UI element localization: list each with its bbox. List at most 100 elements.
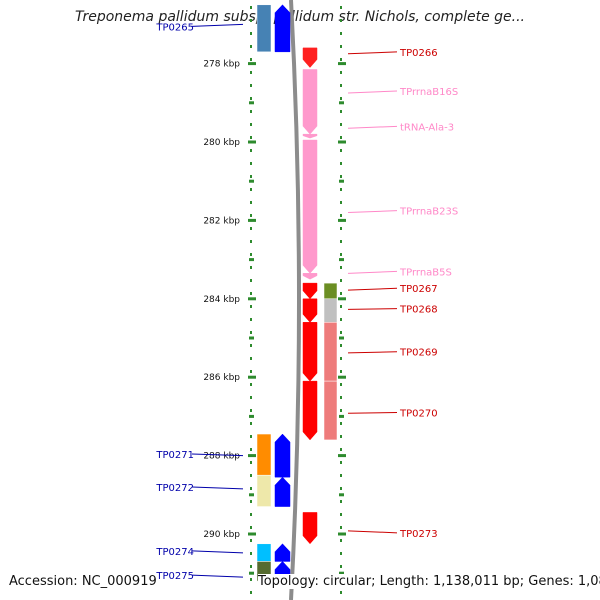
scale-tick-mark — [338, 454, 346, 458]
reverse-label-leader — [347, 90, 398, 94]
reverse-strand-guide-dot — [340, 448, 342, 451]
forward-cog-block — [256, 474, 272, 507]
forward-strand-guide-dot — [250, 539, 252, 542]
reverse-gene-label: TPrrnaB16S — [399, 87, 458, 98]
forward-strand-guide-dot — [250, 227, 252, 230]
reverse-strand-guide-dot — [340, 500, 342, 503]
scale-minor-tick — [249, 258, 254, 262]
forward-strand-guide-dot — [250, 383, 252, 386]
forward-strand-guide-dot — [250, 578, 252, 581]
scale-minor-tick — [249, 571, 254, 575]
reverse-gene-label: TP0270 — [399, 408, 438, 419]
forward-strand-guide-dot — [250, 565, 252, 568]
forward-label-leader — [191, 550, 244, 554]
chromosome-backbone — [289, 0, 301, 600]
forward-strand-guide-dot — [250, 84, 252, 87]
reverse-gene-arrow — [302, 69, 318, 135]
reverse-strand-guide-dot — [340, 305, 342, 308]
genome-summary-text: Topology: circular; Length: 1,138,011 bp… — [258, 574, 600, 589]
reverse-strand-guide-dot — [340, 19, 342, 22]
scale-tick-mark — [248, 218, 256, 222]
scale-tick-mark — [338, 218, 346, 222]
forward-strand-guide-dot — [250, 32, 252, 35]
forward-gene-label: TP0265 — [155, 22, 194, 33]
reverse-strand-guide-dot — [340, 292, 342, 295]
forward-strand-guide-dot — [250, 357, 252, 360]
forward-strand-guide-dot — [250, 6, 252, 9]
reverse-label-leader — [347, 287, 398, 291]
reverse-gene-arrow — [302, 273, 318, 280]
forward-gene-label: TP0271 — [155, 450, 194, 461]
reverse-gene-arrow — [302, 139, 318, 274]
forward-cog-block — [256, 543, 272, 562]
reverse-gene-label: tRNA-Ala-3 — [400, 122, 454, 133]
reverse-gene-label: TP0269 — [399, 348, 438, 359]
forward-strand-guide-dot — [250, 318, 252, 321]
reverse-label-leader — [347, 530, 398, 534]
forward-strand-guide-dot — [250, 266, 252, 269]
scale-tick-mark — [248, 140, 256, 144]
forward-strand-guide-dot — [250, 149, 252, 152]
reverse-strand-guide-dot — [340, 331, 342, 334]
reverse-strand-guide-dot — [340, 266, 342, 269]
forward-strand-guide-dot — [250, 591, 252, 594]
accession-text: Accession: NC_000919 — [9, 574, 157, 589]
reverse-strand-guide-dot — [340, 487, 342, 490]
forward-strand-guide-dot — [250, 292, 252, 295]
reverse-strand-guide-dot — [340, 188, 342, 191]
feature-labels: TP0266 TPrrnaB16S tRNA-Ala-3 TPrrnaB23S TPrr… — [155, 22, 458, 582]
reverse-label-leader — [347, 308, 398, 310]
forward-cog-block — [256, 433, 272, 476]
reverse-gene-arrow — [302, 298, 318, 323]
forward-gene-label: TP0274 — [155, 547, 194, 558]
map-title: Treponema pallidum subsp. pallidum str. … — [75, 9, 525, 25]
forward-strand-guide-dot — [250, 409, 252, 412]
reverse-label-leader — [347, 351, 398, 354]
reverse-strand-guide-dot — [340, 318, 342, 321]
reverse-strand-guide-dot — [340, 240, 342, 243]
scale-tick-mark — [338, 140, 346, 144]
reverse-strand-guide-dot — [340, 97, 342, 100]
reverse-label-leader — [347, 270, 398, 274]
reverse-gene-arrow — [302, 47, 318, 68]
reverse-strand-guide-dot — [340, 71, 342, 74]
forward-strand-guide-dot — [250, 240, 252, 243]
scale-tick-mark — [338, 297, 346, 301]
scale-tick-label: 280 kbp — [203, 138, 240, 148]
forward-cog-block — [256, 4, 272, 53]
reverse-gene-arrow — [302, 512, 318, 545]
reverse-label-leader — [347, 411, 398, 414]
forward-label-leader — [191, 574, 244, 578]
reverse-strand-guide-dot — [340, 32, 342, 35]
forward-strand-guide-dot — [250, 474, 252, 477]
forward-strand-guide-dot — [250, 71, 252, 74]
reverse-strand-guide-dot — [340, 344, 342, 347]
forward-strand-guide-dot — [250, 136, 252, 139]
scale-tick-mark — [248, 297, 256, 301]
forward-strand-guide-dot — [250, 58, 252, 61]
reverse-gene-arrow — [302, 380, 318, 441]
forward-strand-guide-dot — [250, 162, 252, 165]
reverse-strand-guide-dot — [340, 565, 342, 568]
scale-tick-mark — [248, 375, 256, 379]
reverse-strand-guide-dot — [340, 136, 342, 139]
forward-strand-guide-dot — [250, 370, 252, 373]
reverse-strand-guide-dot — [340, 513, 342, 516]
forward-strand-guide-dot — [250, 435, 252, 438]
forward-strand-guide-dot — [250, 97, 252, 100]
forward-strand-guide-dot — [250, 123, 252, 126]
reverse-gene-label: TP0267 — [399, 284, 438, 295]
forward-strand-guide-dot — [250, 526, 252, 529]
reverse-strand-guide-dot — [340, 461, 342, 464]
scale-minor-tick — [249, 336, 254, 340]
reverse-gene-label: TPrrnaB5S — [399, 267, 452, 278]
forward-strand-guide-dot — [250, 422, 252, 425]
scale-ticks: 278 kbp 280 kbp 282 kbp 284 kbp 286 kbp 288 k… — [203, 60, 346, 575]
forward-strand-guide-dot — [250, 448, 252, 451]
scale-tick-label: 282 kbp — [203, 216, 240, 226]
forward-strand-guide-dot — [250, 331, 252, 334]
reverse-label-leader — [347, 51, 398, 55]
reverse-strand-guide-dot — [340, 539, 342, 542]
reverse-strand-guide-dot — [340, 435, 342, 438]
forward-gene-arrow — [274, 433, 291, 478]
